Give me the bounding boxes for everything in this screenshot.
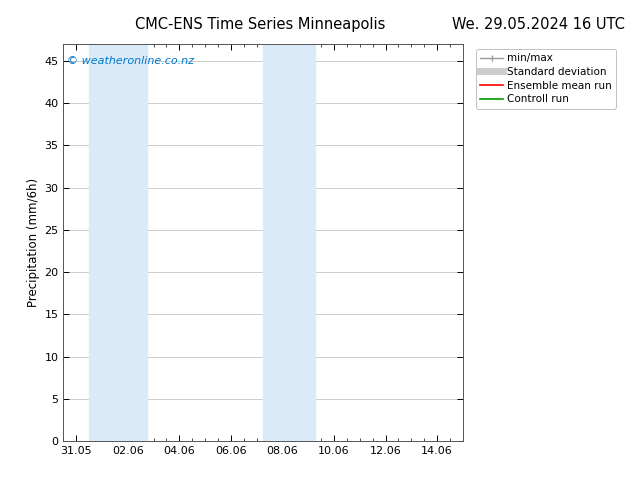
Text: © weatheronline.co.nz: © weatheronline.co.nz — [67, 56, 195, 66]
Bar — [263, 44, 314, 441]
Text: We. 29.05.2024 16 UTC: We. 29.05.2024 16 UTC — [453, 17, 625, 32]
Text: CMC-ENS Time Series Minneapolis: CMC-ENS Time Series Minneapolis — [135, 17, 385, 32]
Legend: min/max, Standard deviation, Ensemble mean run, Controll run: min/max, Standard deviation, Ensemble me… — [476, 49, 616, 109]
Bar — [89, 44, 147, 441]
Y-axis label: Precipitation (mm/6h): Precipitation (mm/6h) — [27, 178, 40, 307]
